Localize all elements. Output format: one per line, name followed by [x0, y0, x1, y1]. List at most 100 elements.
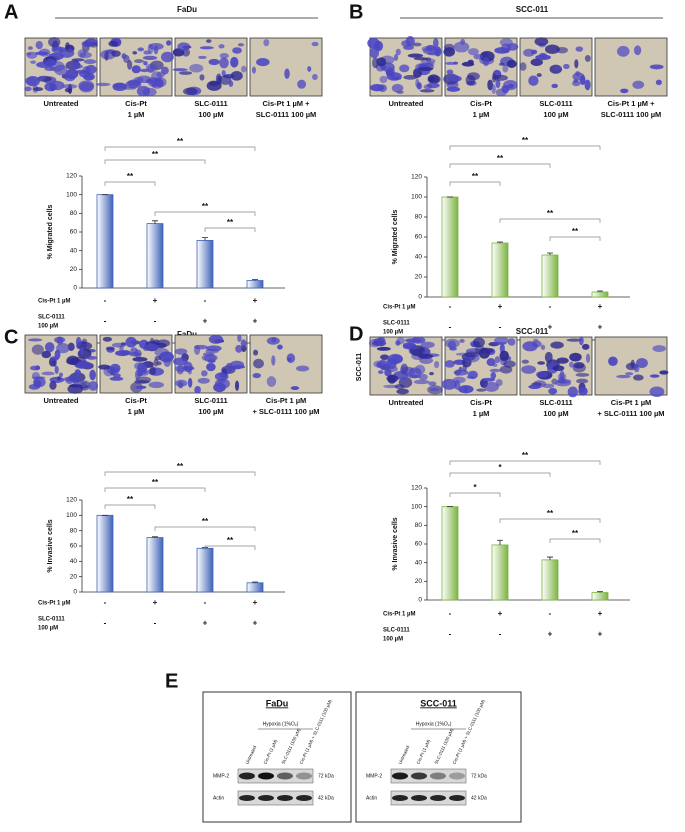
lane-label: SLC-0111 (100 µM)	[280, 727, 301, 765]
cell-stain	[572, 80, 581, 87]
error-bar	[252, 279, 258, 281]
bar	[96, 194, 114, 289]
blot-band	[239, 772, 255, 780]
y-tick-label: 120	[66, 173, 77, 180]
y-tick-label: 20	[70, 573, 78, 580]
y-tick-label: 0	[73, 589, 77, 596]
cell-stain	[506, 43, 519, 51]
condition-name: Cis-Pt 1 µM	[383, 305, 415, 311]
y-tick-label: 40	[415, 254, 423, 261]
blot-band	[392, 772, 408, 780]
condition-value: -	[499, 323, 502, 332]
cell-stain	[134, 349, 142, 358]
bar	[196, 547, 214, 593]
significance-label: **	[572, 529, 579, 538]
significance-bracket	[104, 504, 156, 509]
bar	[491, 242, 509, 298]
cell-stain	[581, 343, 590, 350]
cell-stain	[253, 349, 259, 356]
condition-value: -	[449, 609, 452, 618]
cell-stain	[393, 53, 399, 61]
micrograph	[519, 336, 593, 398]
condition-value: -	[549, 609, 552, 618]
cell-stain	[240, 339, 247, 348]
lane-label: Untreated	[244, 744, 257, 764]
cell-stain	[72, 60, 80, 66]
cell-stain	[148, 381, 164, 389]
condition-value: +	[548, 323, 553, 332]
cell-stain	[143, 50, 151, 55]
cell-stain	[41, 371, 55, 376]
micrograph	[519, 37, 593, 97]
y-tick-label: 120	[411, 174, 422, 181]
cell-stain	[521, 359, 530, 364]
significance-label: **	[177, 137, 184, 146]
cell-stain	[544, 44, 560, 54]
row-label: MMP-2	[213, 773, 229, 779]
significance-bracket	[449, 145, 601, 150]
cell-stain	[85, 64, 97, 75]
condition-value: +	[498, 609, 503, 618]
bar	[246, 582, 264, 593]
cell-stain	[125, 336, 137, 348]
cell-stain	[482, 56, 490, 67]
lane-label: Cis-Pt (1 µM) + SLC-0111 (100 µM)	[298, 698, 333, 765]
significance-label: **	[202, 202, 209, 211]
cell-stain	[80, 361, 87, 369]
condition-value: +	[498, 302, 503, 311]
image-caption: Untreated	[388, 99, 423, 108]
cell-stain	[625, 372, 634, 376]
cell-stain	[494, 356, 501, 364]
cell-stain	[66, 355, 80, 365]
micrograph	[172, 37, 248, 97]
cell-stain	[80, 346, 85, 355]
significance-label: **	[522, 451, 529, 460]
panel-letter: E	[165, 670, 178, 692]
cell-stain	[453, 61, 459, 65]
micrograph	[594, 37, 668, 97]
cell-stain	[575, 372, 590, 377]
cell-stain	[535, 371, 549, 378]
cell-stain	[633, 374, 644, 381]
cell-stain	[380, 354, 389, 360]
cell-stain	[177, 42, 191, 51]
cell-stain	[253, 358, 264, 369]
condition-name: SLC-0111	[383, 321, 410, 327]
micrograph	[24, 334, 99, 394]
cell-stain	[368, 339, 381, 348]
cell-stain	[166, 40, 172, 46]
cell-stain	[134, 380, 150, 384]
cell-stain	[277, 344, 283, 350]
cell-stain	[284, 68, 290, 79]
error-bar	[497, 241, 503, 243]
blot-band	[277, 795, 293, 801]
cell-stain	[125, 80, 142, 89]
cell-stain	[544, 351, 553, 363]
cell-stain	[56, 342, 70, 354]
cell-stain	[521, 365, 537, 374]
condition-value: +	[253, 598, 258, 607]
error-bar	[597, 591, 603, 593]
y-tick-label: 80	[70, 210, 78, 217]
significance-bracket	[549, 538, 601, 543]
error-bar	[152, 220, 158, 224]
y-tick-label: 0	[418, 294, 422, 301]
cell-stain	[506, 59, 517, 68]
cell-stain	[78, 80, 95, 92]
cell-stain	[585, 353, 591, 363]
cell-stain	[567, 386, 578, 398]
cell-stain	[113, 373, 121, 378]
micrograph	[441, 336, 518, 396]
cell-stain	[127, 59, 133, 70]
cell-stain	[256, 58, 270, 67]
image-caption: Cis-Pt 1 µM +	[607, 99, 655, 108]
bar	[591, 291, 609, 298]
condition-name: Cis-Pt 1 µM	[38, 299, 70, 305]
cell-stain	[72, 379, 81, 386]
y-tick-label: 60	[415, 541, 423, 548]
cell-stain	[395, 48, 401, 56]
cell-stain	[408, 367, 422, 379]
cell-stain	[495, 79, 501, 88]
micrograph	[172, 334, 248, 394]
cell-stain	[420, 341, 435, 349]
